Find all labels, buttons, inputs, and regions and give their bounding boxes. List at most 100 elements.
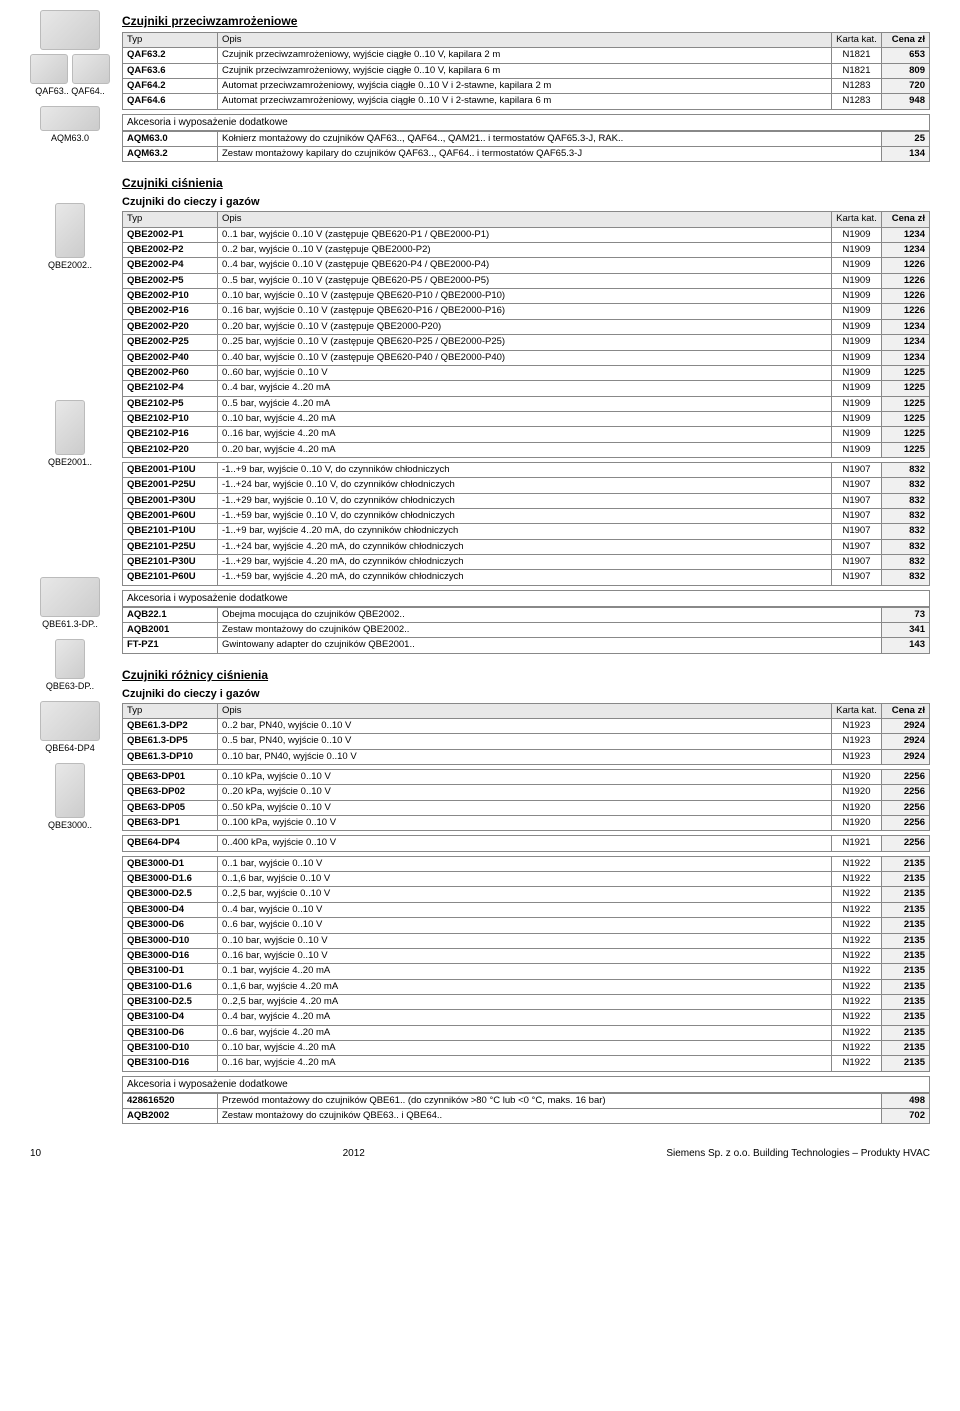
sec3-table2: QBE63-DP010..10 kPa, wyjście 0..10 VN192…: [122, 769, 930, 831]
sec2-table2: QBE2001-P10U-1..+9 bar, wyjście 0..10 V,…: [122, 462, 930, 586]
table-row: QBE61.3-DP100..10 bar, PN40, wyjście 0..…: [123, 749, 930, 764]
table-row: QBE2101-P30U-1..+29 bar, wyjście 4..20 m…: [123, 554, 930, 569]
table-row: QBE2001-P10U-1..+9 bar, wyjście 0..10 V,…: [123, 462, 930, 477]
label-qaf64: QAF64..: [71, 86, 105, 96]
footer-page: 10: [30, 1148, 41, 1159]
table-row: QBE61.3-DP20..2 bar, PN40, wyjście 0..10…: [123, 719, 930, 734]
label-aqm63: AQM63.0: [30, 133, 110, 143]
table-row: 428616520Przewód montażowy do czujników …: [123, 1093, 930, 1108]
label-qaf63: QAF63..: [35, 86, 69, 96]
table-row: AQB2001Zestaw montażowy do czujników QBE…: [123, 623, 930, 638]
sec1-table: Typ Opis Karta kat. Cena zł QAF63.2Czujn…: [122, 32, 930, 110]
table-row: QBE2002-P250..25 bar, wyjście 0..10 V (z…: [123, 335, 930, 350]
thumb-qbe64: QBE64-DP4: [30, 701, 110, 753]
table-row: QBE63-DP10..100 kPa, wyjście 0..10 VN192…: [123, 816, 930, 831]
thumb-aqm63: AQM63.0: [30, 106, 110, 143]
table-row: QBE3100-D160..16 bar, wyjście 4..20 mAN1…: [123, 1056, 930, 1071]
table-row: QBE3100-D40..4 bar, wyjście 4..20 mAN192…: [123, 1010, 930, 1025]
sec2-title: Czujniki ciśnienia: [122, 176, 930, 190]
table-row: QBE2102-P160..16 bar, wyjście 4..20 mAN1…: [123, 427, 930, 442]
table-row: QBE2102-P50..5 bar, wyjście 4..20 mAN190…: [123, 396, 930, 411]
th-opis: Opis: [218, 703, 832, 718]
table-row: QBE3100-D10..1 bar, wyjście 4..20 mAN192…: [123, 964, 930, 979]
sec3-akces-label: Akcesoria i wyposażenie dodatkowe: [122, 1076, 930, 1093]
sec3-table4: QBE3000-D10..1 bar, wyjście 0..10 VN1922…: [122, 856, 930, 1072]
table-row: QBE2101-P60U-1..+59 bar, wyjście 4..20 m…: [123, 570, 930, 585]
sec1-akces-table: AQM63.0Kołnierz montażowy do czujników Q…: [122, 131, 930, 163]
table-row: QBE3000-D1.60..1,6 bar, wyjście 0..10 VN…: [123, 872, 930, 887]
table-row: QBE2101-P25U-1..+24 bar, wyjście 4..20 m…: [123, 539, 930, 554]
label-qbe3000: QBE3000..: [30, 820, 110, 830]
table-row: QBE3000-D60..6 bar, wyjście 0..10 VN1922…: [123, 918, 930, 933]
th-kat: Karta kat.: [832, 33, 882, 48]
table-row: QBE2002-P40..4 bar, wyjście 0..10 V (zas…: [123, 258, 930, 273]
th-kat: Karta kat.: [832, 703, 882, 718]
sec2-sub: Czujniki do cieczy i gazów: [122, 196, 930, 208]
table-row: QBE3100-D1.60..1,6 bar, wyjście 4..20 mA…: [123, 979, 930, 994]
table-row: QBE63-DP020..20 kPa, wyjście 0..10 VN192…: [123, 785, 930, 800]
table-row: QBE2001-P60U-1..+59 bar, wyjście 0..10 V…: [123, 508, 930, 523]
thumb-qbe3000: QBE3000..: [30, 763, 110, 830]
table-row: QBE3000-D40..4 bar, wyjście 0..10 VN1922…: [123, 902, 930, 917]
thumb-qbe61: QBE61.3-DP..: [30, 577, 110, 629]
table-row: QAF64.2Automat przeciwzamrożeniowy, wyjś…: [123, 79, 930, 94]
table-row: QBE3000-D2.50..2,5 bar, wyjście 0..10 VN…: [123, 887, 930, 902]
table-row: QBE3100-D100..10 bar, wyjście 4..20 mAN1…: [123, 1040, 930, 1055]
thumb-qbe63: QBE63-DP..: [30, 639, 110, 691]
th-cena: Cena zł: [882, 212, 930, 227]
table-row: QBE2002-P600..60 bar, wyjście 0..10 VN19…: [123, 365, 930, 380]
table-row: QBE3000-D100..10 bar, wyjście 0..10 VN19…: [123, 933, 930, 948]
label-qbe64: QBE64-DP4: [30, 743, 110, 753]
table-row: QBE3100-D60..6 bar, wyjście 4..20 mAN192…: [123, 1025, 930, 1040]
sec2-table: Typ Opis Karta kat. Cena zł QBE2002-P10.…: [122, 211, 930, 458]
th-typ: Typ: [123, 212, 218, 227]
th-kat: Karta kat.: [832, 212, 882, 227]
table-row: QBE61.3-DP50..5 bar, PN40, wyjście 0..10…: [123, 734, 930, 749]
table-row: QBE2102-P200..20 bar, wyjście 4..20 mAN1…: [123, 442, 930, 457]
table-row: QAF64.6Automat przeciwzamrożeniowy, wyjś…: [123, 94, 930, 109]
table-row: QBE2002-P10..1 bar, wyjście 0..10 V (zas…: [123, 227, 930, 242]
label-qbe61: QBE61.3-DP..: [30, 619, 110, 629]
table-row: QBE2101-P10U-1..+9 bar, wyjście 4..20 mA…: [123, 524, 930, 539]
label-qbe2002: QBE2002..: [30, 260, 110, 270]
table-row: QBE2001-P30U-1..+29 bar, wyjście 0..10 V…: [123, 493, 930, 508]
footer-year: 2012: [343, 1148, 365, 1159]
th-cena: Cena zł: [882, 703, 930, 718]
table-row: QAF63.2Czujnik przeciwzamrożeniowy, wyjś…: [123, 48, 930, 63]
table-row: QBE3100-D2.50..2,5 bar, wyjście 4..20 mA…: [123, 994, 930, 1009]
table-row: QBE63-DP050..50 kPa, wyjście 0..10 VN192…: [123, 800, 930, 815]
footer: 10 2012 Siemens Sp. z o.o. Building Tech…: [30, 1148, 930, 1159]
table-row: QBE2002-P100..10 bar, wyjście 0..10 V (z…: [123, 289, 930, 304]
thumb-qaf63: QAF63.. QAF64..: [30, 10, 110, 96]
table-row: QBE3000-D160..16 bar, wyjście 0..10 VN19…: [123, 948, 930, 963]
sec3-sub: Czujniki do cieczy i gazów: [122, 688, 930, 700]
table-row: QBE2002-P400..40 bar, wyjście 0..10 V (z…: [123, 350, 930, 365]
sec3-table1: Typ Opis Karta kat. Cena zł QBE61.3-DP20…: [122, 703, 930, 765]
sec3-table3: QBE64-DP40..400 kPa, wyjście 0..10 VN192…: [122, 835, 930, 851]
sec1-title: Czujniki przeciwzamrożeniowe: [122, 14, 930, 28]
table-row: AQB2002Zestaw montażowy do czujników QBE…: [123, 1108, 930, 1123]
th-opis: Opis: [218, 33, 832, 48]
table-row: QBE2102-P40..4 bar, wyjście 4..20 mAN190…: [123, 381, 930, 396]
th-cena: Cena zł: [882, 33, 930, 48]
footer-right: Siemens Sp. z o.o. Building Technologies…: [666, 1148, 930, 1159]
label-qbe2001: QBE2001..: [30, 457, 110, 467]
table-row: QBE2002-P50..5 bar, wyjście 0..10 V (zas…: [123, 273, 930, 288]
table-row: QBE2001-P25U-1..+24 bar, wyjście 0..10 V…: [123, 478, 930, 493]
thumb-qbe2001: QBE2001..: [30, 400, 110, 467]
table-row: AQM63.2Zestaw montażowy kapilary do czuj…: [123, 147, 930, 162]
table-row: QAF63.6Czujnik przeciwzamrożeniowy, wyjś…: [123, 63, 930, 78]
table-row: QBE3000-D10..1 bar, wyjście 0..10 VN1922…: [123, 856, 930, 871]
table-row: QBE64-DP40..400 kPa, wyjście 0..10 VN192…: [123, 836, 930, 851]
table-row: QBE2102-P100..10 bar, wyjście 4..20 mAN1…: [123, 411, 930, 426]
table-row: QBE2002-P20..2 bar, wyjście 0..10 V (zas…: [123, 243, 930, 258]
table-row: QBE2002-P200..20 bar, wyjście 0..10 V (z…: [123, 319, 930, 334]
thumb-qbe2002: QBE2002..: [30, 203, 110, 270]
sec3-title: Czujniki różnicy ciśnienia: [122, 668, 930, 682]
th-opis: Opis: [218, 212, 832, 227]
th-typ: Typ: [123, 703, 218, 718]
th-typ: Typ: [123, 33, 218, 48]
sec1-akces-label: Akcesoria i wyposażenie dodatkowe: [122, 114, 930, 131]
table-row: AQB22.1Obejma mocująca do czujników QBE2…: [123, 607, 930, 622]
label-qbe63: QBE63-DP..: [30, 681, 110, 691]
